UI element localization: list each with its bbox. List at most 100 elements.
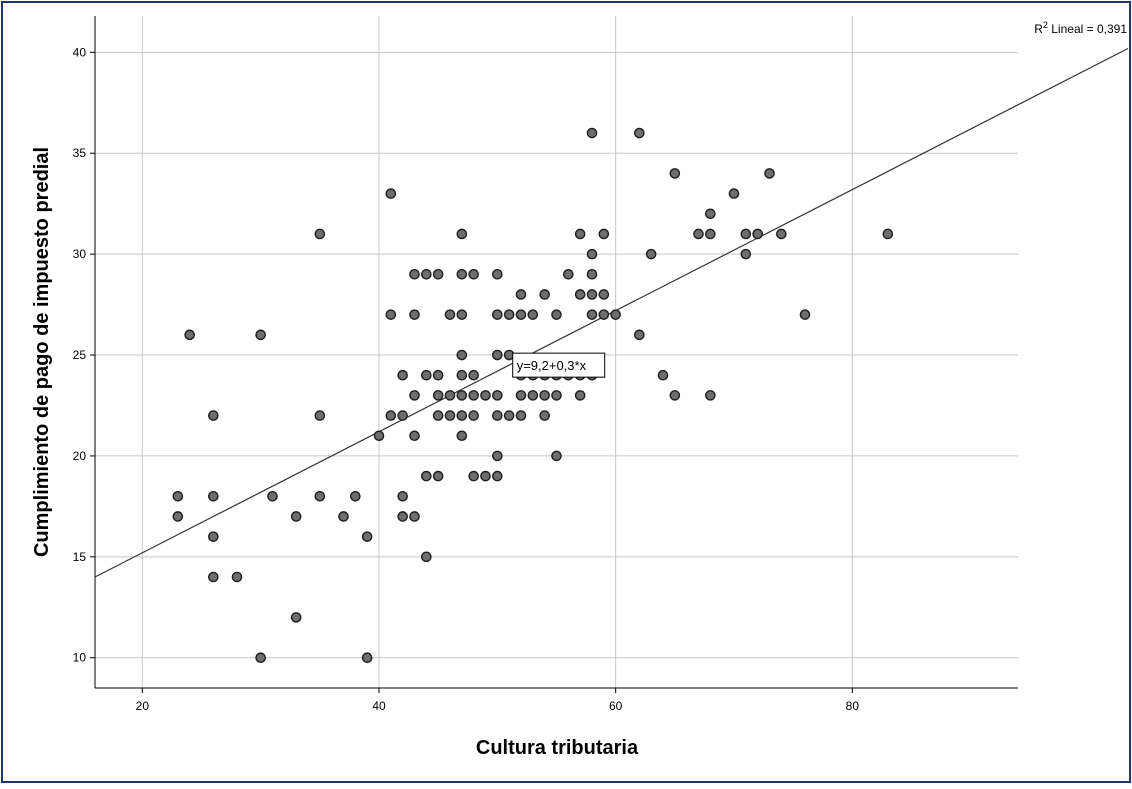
data-point <box>480 470 491 482</box>
data-point <box>539 390 550 401</box>
equation-label: y=9,2+0,3*x <box>517 358 587 373</box>
data-point <box>432 410 444 421</box>
data-point <box>184 329 195 341</box>
data-point <box>397 410 408 421</box>
data-point <box>456 369 468 381</box>
data-point <box>586 248 598 260</box>
data-point <box>515 410 527 421</box>
data-point <box>574 289 586 300</box>
data-point <box>551 450 562 462</box>
data-point <box>468 390 479 401</box>
data-point <box>563 269 574 280</box>
data-point <box>385 188 397 199</box>
data-point <box>409 309 420 320</box>
x-axis-title: Cultura tributaria <box>476 737 639 759</box>
data-point <box>728 188 740 199</box>
data-point <box>409 390 420 401</box>
data-point <box>539 289 550 300</box>
x-tick-label: 40 <box>372 699 386 713</box>
data-point <box>503 410 515 421</box>
data-point <box>456 228 468 240</box>
data-point <box>515 390 527 401</box>
data-point <box>776 228 787 240</box>
annotations: y=9,2+0,3*x R2 Lineal = 0,391 Cultura tr… <box>31 20 1127 759</box>
data-point <box>421 369 432 381</box>
data-point <box>267 490 278 502</box>
data-point <box>586 127 598 139</box>
data-point <box>574 390 586 401</box>
data-point <box>492 410 503 421</box>
data-point <box>385 309 397 320</box>
data-point <box>432 470 444 482</box>
data-point <box>752 228 763 240</box>
x-tick-label: 60 <box>609 699 623 713</box>
data-point <box>574 228 586 240</box>
data-point <box>551 390 562 401</box>
axes <box>90 16 1018 693</box>
data-point <box>456 349 468 361</box>
tick-labels: 20 40 60 80 10 15 20 25 30 35 40 <box>73 45 860 713</box>
data-point <box>764 168 775 179</box>
data-point <box>208 490 219 502</box>
data-point <box>480 390 491 401</box>
data-point <box>492 349 503 361</box>
data-point <box>255 329 266 341</box>
data-point <box>397 369 408 381</box>
data-point <box>314 490 326 502</box>
data-point <box>208 571 219 583</box>
data-point <box>705 228 716 240</box>
data-point <box>705 390 716 401</box>
data-point <box>645 248 657 260</box>
data-point <box>693 228 704 240</box>
data-point <box>515 309 527 320</box>
data-point <box>456 390 468 401</box>
data-point <box>290 511 302 522</box>
data-point <box>456 309 468 320</box>
data-point <box>231 571 243 583</box>
data-point <box>290 612 302 623</box>
data-point <box>444 309 456 320</box>
data-point <box>515 289 527 300</box>
data-point <box>492 450 503 462</box>
data-point <box>409 511 420 522</box>
data-point <box>539 410 550 421</box>
data-point <box>444 410 456 421</box>
data-point <box>468 470 479 482</box>
data-point <box>172 511 184 522</box>
data-point <box>432 269 444 280</box>
data-point <box>740 228 752 240</box>
data-point <box>409 269 420 280</box>
data-point <box>882 228 894 240</box>
data-point <box>598 228 610 240</box>
data-point <box>444 390 456 401</box>
data-points <box>172 127 894 664</box>
data-point <box>634 127 645 139</box>
y-axis-title: Cumplimiento de pago de impuesto predial <box>31 147 53 557</box>
data-point <box>409 430 420 442</box>
y-tick-label: 30 <box>73 247 87 261</box>
data-point <box>586 309 598 320</box>
y-tick-label: 25 <box>73 348 87 362</box>
y-tick-label: 20 <box>73 449 87 463</box>
data-point <box>492 309 503 320</box>
data-point <box>527 309 539 320</box>
data-point <box>586 269 598 280</box>
data-point <box>361 652 373 664</box>
data-point <box>468 269 479 280</box>
data-point <box>432 369 444 381</box>
data-point <box>586 289 598 300</box>
r2-label: R2 Lineal = 0,391 <box>1034 20 1127 36</box>
data-point <box>657 369 669 381</box>
data-point <box>421 551 432 563</box>
data-point <box>397 511 408 522</box>
data-point <box>373 430 385 442</box>
y-tick-label: 10 <box>73 651 87 665</box>
data-point <box>338 511 349 522</box>
data-point <box>740 248 752 260</box>
data-point <box>492 269 503 280</box>
y-tick-label: 40 <box>73 45 87 59</box>
data-point <box>705 208 716 220</box>
